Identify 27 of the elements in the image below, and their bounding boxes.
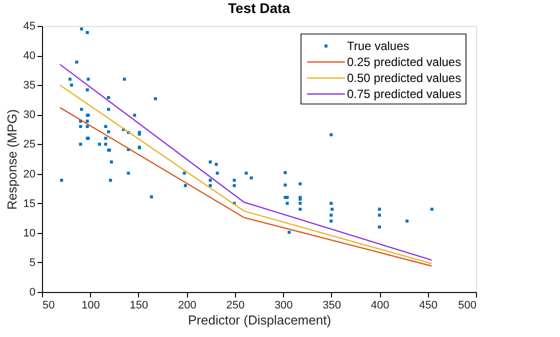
y-tick-label: 40	[23, 50, 36, 62]
x-tick-label: 100	[82, 300, 100, 312]
y-tick-label: 15	[23, 198, 36, 210]
legend-label: True values	[347, 39, 410, 53]
x-tick-label: 500	[458, 300, 476, 312]
x-tick-label: 50	[42, 300, 55, 312]
legend-label: 0.75 predicted values	[347, 87, 462, 101]
x-tick-label: 350	[322, 300, 342, 312]
y-tick-label: 30	[23, 109, 36, 122]
y-tick-label: 10	[23, 227, 36, 240]
y-tick-label: 0	[29, 286, 36, 298]
y-tick-label: 45	[23, 20, 36, 32]
x-tick-label: 450	[419, 300, 438, 312]
y-axis-title: Response (MPG)	[4, 109, 20, 210]
y-tick-label: 35	[23, 80, 36, 92]
chart-title: Test Data	[228, 0, 290, 16]
x-tick-label: 250	[226, 300, 245, 312]
x-tick-label: 300	[274, 300, 293, 312]
legend-label: 0.50 predicted values	[347, 71, 462, 85]
x-axis-title: Predictor (Displacement)	[188, 312, 332, 328]
y-tick-label: 20	[23, 168, 36, 180]
x-tick-label: 200	[178, 300, 196, 312]
x-tick-label: 150	[130, 300, 148, 312]
legend-label: 0.25 predicted values	[347, 55, 462, 69]
x-tick-label: 400	[370, 300, 390, 312]
y-tick-label: 25	[23, 138, 36, 151]
y-tick-label: 5	[29, 256, 36, 269]
